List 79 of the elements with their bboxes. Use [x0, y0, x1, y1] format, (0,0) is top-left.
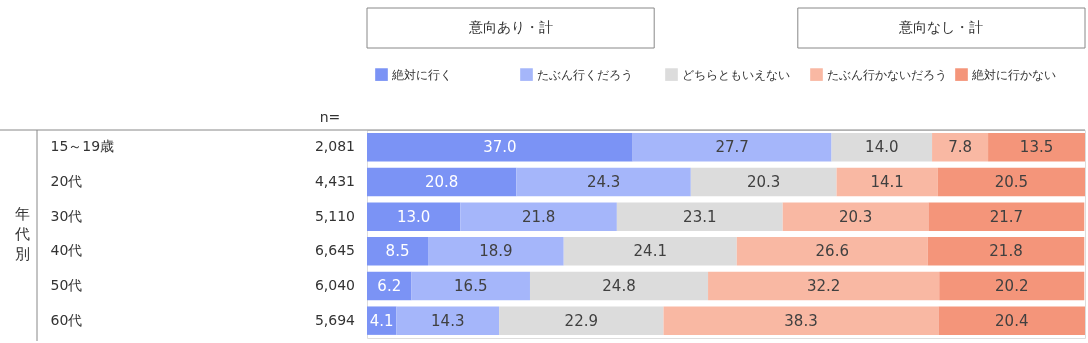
data-label: 4.1 — [369, 311, 394, 330]
data-label: 27.7 — [715, 138, 749, 157]
bar — [932, 133, 989, 162]
bar — [736, 237, 928, 266]
data-label: 8.5 — [385, 242, 410, 261]
y-tick-label: 15～19歳 — [50, 138, 115, 155]
data-label: 24.1 — [633, 242, 667, 261]
data-label: 7.8 — [948, 138, 972, 157]
bar — [988, 133, 1085, 162]
data-label: 13.0 — [396, 207, 431, 226]
bar — [939, 271, 1085, 301]
bar — [836, 167, 938, 197]
text: 意向あり・計 — [467, 19, 553, 35]
data-label: 38.3 — [784, 311, 818, 330]
bar — [516, 167, 691, 197]
legend-label: 絶対に行かない — [971, 67, 1056, 82]
bar — [367, 237, 429, 266]
bar — [632, 133, 832, 162]
data-label: 24.3 — [586, 173, 621, 191]
text: n= — [319, 109, 341, 125]
data-label: 26.6 — [815, 242, 849, 261]
y-tick-label: 30代 — [50, 207, 83, 224]
data-label: 13.5 — [1019, 138, 1054, 157]
text: 6,645 — [314, 242, 355, 259]
data-label: 32.2 — [806, 277, 841, 295]
data-label: 20.8 — [424, 173, 459, 191]
bar — [831, 133, 933, 162]
bar — [928, 202, 1085, 231]
data-label: 21.7 — [989, 207, 1024, 226]
bar — [938, 306, 1085, 335]
text: 意向なし・計 — [898, 19, 984, 35]
y-tick-label: 60代 — [50, 311, 83, 328]
text: 6,040 — [314, 277, 355, 293]
legend-label: 絶対に行く — [391, 67, 452, 82]
data-label: 20.3 — [746, 173, 781, 191]
bar — [460, 202, 617, 231]
data-label: 14.0 — [865, 138, 899, 157]
data-label: 21.8 — [521, 207, 556, 226]
bar — [428, 237, 564, 266]
bar — [529, 271, 709, 301]
bar — [367, 167, 517, 197]
data-label: 20.5 — [994, 173, 1029, 191]
text: 5,110 — [314, 207, 355, 224]
bar — [367, 202, 461, 231]
data-label: 37.0 — [483, 138, 517, 157]
y-tick-label: 40代 — [50, 242, 83, 259]
data-label: 6.2 — [377, 277, 402, 295]
bar — [616, 202, 783, 231]
text: 4,431 — [314, 173, 355, 189]
bar — [367, 133, 633, 162]
bar — [927, 237, 1085, 266]
bar — [396, 306, 500, 335]
data-label: 20.4 — [995, 311, 1029, 330]
legend-label: たぶん行かないだろう — [827, 67, 947, 82]
bar — [411, 271, 530, 301]
data-label: 22.9 — [564, 311, 599, 330]
bar — [782, 202, 929, 231]
bar — [937, 167, 1085, 197]
legend-label: たぶん行くだろう — [537, 67, 633, 82]
bar — [663, 306, 939, 335]
bar — [563, 237, 737, 266]
data-label: 14.1 — [870, 173, 904, 191]
text: 5,694 — [314, 311, 356, 328]
data-label: 16.5 — [454, 277, 488, 295]
legend-label: どちらともいえない — [682, 67, 790, 82]
text: 2,081 — [314, 138, 355, 155]
y-tick-label: 50代 — [50, 277, 83, 293]
data-label: 23.1 — [683, 207, 717, 226]
data-label: 18.9 — [479, 242, 513, 261]
bar — [690, 167, 837, 197]
data-label: 20.3 — [838, 207, 873, 226]
data-label: 20.2 — [995, 277, 1029, 295]
y-tick-label: 20代 — [50, 173, 83, 189]
data-label: 14.3 — [431, 311, 465, 330]
text: 年代別 — [13, 205, 30, 263]
bar — [499, 306, 664, 335]
bar — [708, 271, 940, 301]
data-label: 21.8 — [989, 242, 1023, 261]
data-label: 24.8 — [602, 277, 636, 295]
